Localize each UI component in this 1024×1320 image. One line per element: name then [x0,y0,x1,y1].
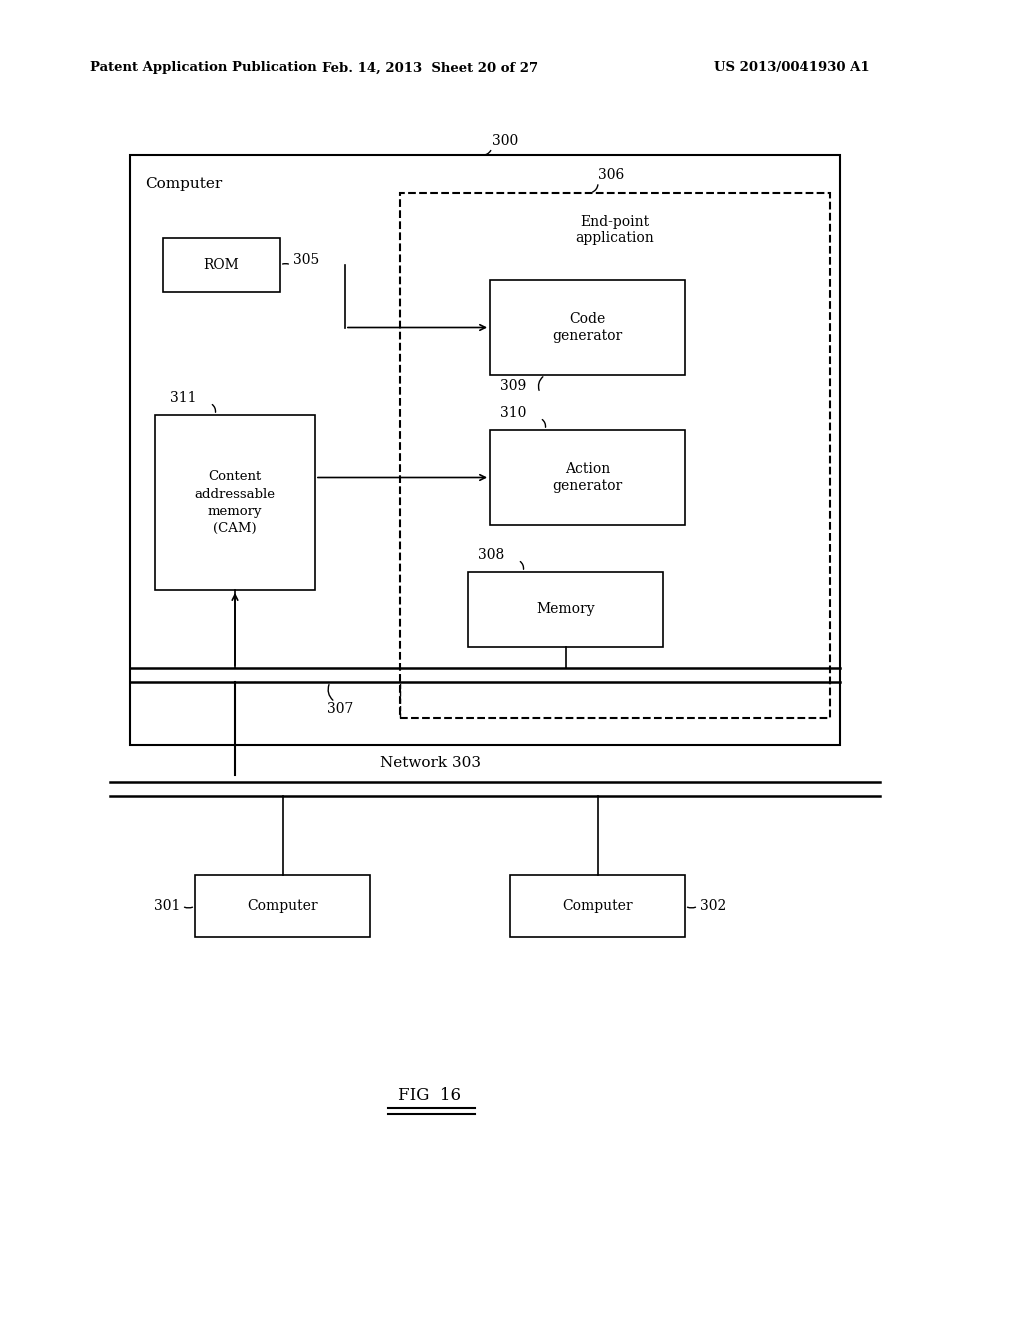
Text: 307: 307 [327,702,353,715]
Bar [155,414,315,590]
Text: 308: 308 [478,548,504,562]
Text: Computer: Computer [247,899,317,913]
Bar [490,430,685,525]
Text: 311: 311 [170,391,197,405]
Text: End-point
application: End-point application [575,215,654,246]
Bar [163,238,280,292]
Text: US 2013/0041930 A1: US 2013/0041930 A1 [715,62,870,74]
Text: 302: 302 [700,899,726,913]
Text: FIG  16: FIG 16 [398,1086,462,1104]
Text: Memory: Memory [537,602,595,616]
Text: Network 303: Network 303 [380,756,480,770]
Text: Computer: Computer [562,899,633,913]
Bar [400,193,830,718]
Bar [468,572,663,647]
Text: Code
generator: Code generator [552,313,623,343]
Text: 301: 301 [154,899,180,913]
Text: 306: 306 [598,168,625,182]
Text: 300: 300 [492,135,518,148]
Text: Feb. 14, 2013  Sheet 20 of 27: Feb. 14, 2013 Sheet 20 of 27 [322,62,538,74]
Bar [130,154,840,744]
Text: Action
generator: Action generator [552,462,623,492]
Bar [195,875,370,937]
Text: 309: 309 [500,379,526,393]
Text: ROM: ROM [204,257,240,272]
Bar [490,280,685,375]
Text: 310: 310 [500,407,526,420]
Text: Computer: Computer [145,177,222,191]
Text: Patent Application Publication: Patent Application Publication [90,62,316,74]
Text: Content
addressable
memory
(CAM): Content addressable memory (CAM) [195,470,275,535]
Bar [510,875,685,937]
Text: 305: 305 [293,253,319,267]
